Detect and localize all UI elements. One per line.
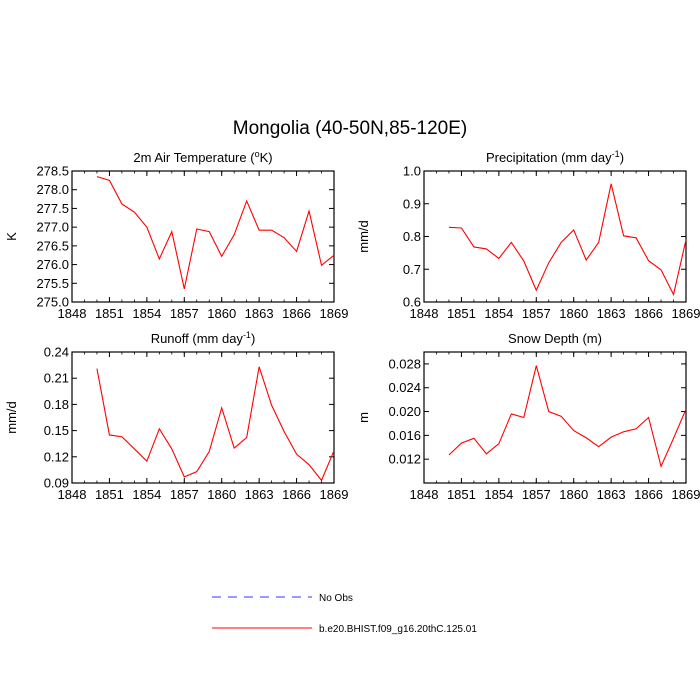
- plot-frame: [423, 170, 687, 303]
- panel-title: 2m Air Temperature (oK): [133, 149, 272, 165]
- y-axis-label: mm/d: [356, 220, 371, 253]
- y-tick-label: 276.5: [36, 238, 69, 253]
- series-line-1: [448, 365, 687, 468]
- panel-title: Precipitation (mm day-1): [486, 149, 624, 165]
- y-tick-label: 0.8: [403, 229, 421, 244]
- series-line-1: [448, 183, 687, 297]
- series-line-1: [96, 366, 335, 482]
- chart-panel-3: Runoff (mm day-1) mm/d 1848 1851 1854 1857 186…: [4, 330, 348, 502]
- x-tick-label: 1869: [320, 306, 349, 321]
- y-axis-label: mm/d: [4, 401, 19, 434]
- y-tick-label: 0.24: [44, 345, 69, 360]
- x-tick-label: 1866: [634, 487, 663, 502]
- panel-title-main: Precipitation (mm day: [486, 150, 612, 165]
- y-tick-label: 0.15: [44, 423, 69, 438]
- plot-frame: [71, 170, 335, 303]
- y-tick-label: 276.0: [36, 257, 69, 272]
- chart-panel-1: 2m Air Temperature (oK) K 1848 1851 1854 1857…: [4, 149, 348, 321]
- legend-label-2: b.e20.BHIST.f09_g16.20thC.125.01: [319, 624, 477, 635]
- y-tick-label: 0.18: [44, 397, 69, 412]
- x-tick-label: 1860: [559, 306, 588, 321]
- x-tick-label: 1860: [207, 487, 236, 502]
- series-line-1: [96, 176, 335, 290]
- x-tick-label: 1857: [170, 306, 199, 321]
- panel-title-main: 2m Air Temperature (: [133, 150, 255, 165]
- y-tick-label: 0.016: [388, 428, 421, 443]
- y-tick-label: 0.024: [388, 380, 421, 395]
- y-tick-label: 0.9: [403, 196, 421, 211]
- y-tick-label: 277.5: [36, 201, 69, 216]
- panel-title-superscript: -1: [612, 149, 620, 159]
- panel-title-main: Runoff (mm day: [151, 331, 244, 346]
- x-tick-label: 1863: [597, 487, 626, 502]
- y-axis-label: m: [356, 412, 371, 423]
- y-tick-label: 277.0: [36, 220, 69, 235]
- x-tick-label: 1851: [447, 487, 476, 502]
- x-tick-label: 1866: [282, 487, 311, 502]
- panels: 2m Air Temperature (oK) K 1848 1851 1854 1857…: [4, 149, 700, 502]
- chart-panel-2: Precipitation (mm day-1) mm/d 1848 1851 1854…: [356, 149, 700, 321]
- y-tick-label: 0.028: [388, 356, 421, 371]
- legend-label-1: No Obs: [319, 593, 353, 604]
- x-tick-label: 1857: [522, 487, 551, 502]
- x-tick-label: 1860: [207, 306, 236, 321]
- panel-title-superscript: -1: [243, 330, 251, 340]
- legend: No Obs b.e20.BHIST.f09_g16.20thC.125.01: [212, 593, 477, 635]
- x-tick-label: 1848: [58, 487, 87, 502]
- x-tick-label: 1863: [245, 487, 274, 502]
- chart-panel-4: Snow Depth (m) m 1848 1851 1854 1857 1860 1863 1…: [356, 331, 700, 502]
- x-tick-label: 1866: [634, 306, 663, 321]
- x-tick-label: 1863: [597, 306, 626, 321]
- panel-title-tail: ): [251, 331, 255, 346]
- x-tick-label: 1857: [170, 487, 199, 502]
- figure-title: Mongolia (40-50N,85-120E): [233, 118, 467, 139]
- y-tick-label: 0.7: [403, 262, 421, 277]
- x-tick-label: 1848: [58, 306, 87, 321]
- y-tick-label: 0.21: [44, 371, 69, 386]
- x-tick-label: 1851: [95, 306, 124, 321]
- x-tick-label: 1848: [410, 306, 439, 321]
- x-tick-label: 1851: [95, 487, 124, 502]
- y-tick-label: 0.6: [403, 295, 421, 310]
- plot-frame: [423, 351, 687, 484]
- x-tick-label: 1854: [132, 487, 161, 502]
- y-axis-label: K: [4, 232, 19, 241]
- x-tick-label: 1860: [559, 487, 588, 502]
- panel-title-tail: ): [620, 150, 624, 165]
- x-tick-label: 1854: [484, 306, 513, 321]
- x-tick-label: 1863: [245, 306, 274, 321]
- panel-title-superscript: o: [255, 149, 260, 159]
- y-tick-label: 278.5: [36, 164, 69, 179]
- x-tick-label: 1866: [282, 306, 311, 321]
- plot-frame: [71, 351, 335, 484]
- x-tick-label: 1869: [320, 487, 349, 502]
- y-tick-label: 0.012: [388, 452, 421, 467]
- panel-title-main: Snow Depth (m): [508, 331, 602, 346]
- x-tick-label: 1854: [132, 306, 161, 321]
- x-tick-label: 1869: [672, 306, 700, 321]
- y-tick-label: 0.12: [44, 449, 69, 464]
- y-tick-label: 0.020: [388, 404, 421, 419]
- x-tick-label: 1854: [484, 487, 513, 502]
- panel-title: Snow Depth (m): [508, 331, 602, 346]
- x-tick-label: 1869: [672, 487, 700, 502]
- y-tick-label: 278.0: [36, 182, 69, 197]
- x-tick-label: 1851: [447, 306, 476, 321]
- x-tick-label: 1857: [522, 306, 551, 321]
- y-tick-label: 1.0: [403, 164, 421, 179]
- y-tick-label: 275.0: [36, 295, 69, 310]
- panel-title: Runoff (mm day-1): [151, 330, 256, 346]
- y-tick-label: 0.09: [44, 476, 69, 491]
- panel-title-tail: K): [260, 150, 273, 165]
- y-tick-label: 275.5: [36, 276, 69, 291]
- x-tick-label: 1848: [410, 487, 439, 502]
